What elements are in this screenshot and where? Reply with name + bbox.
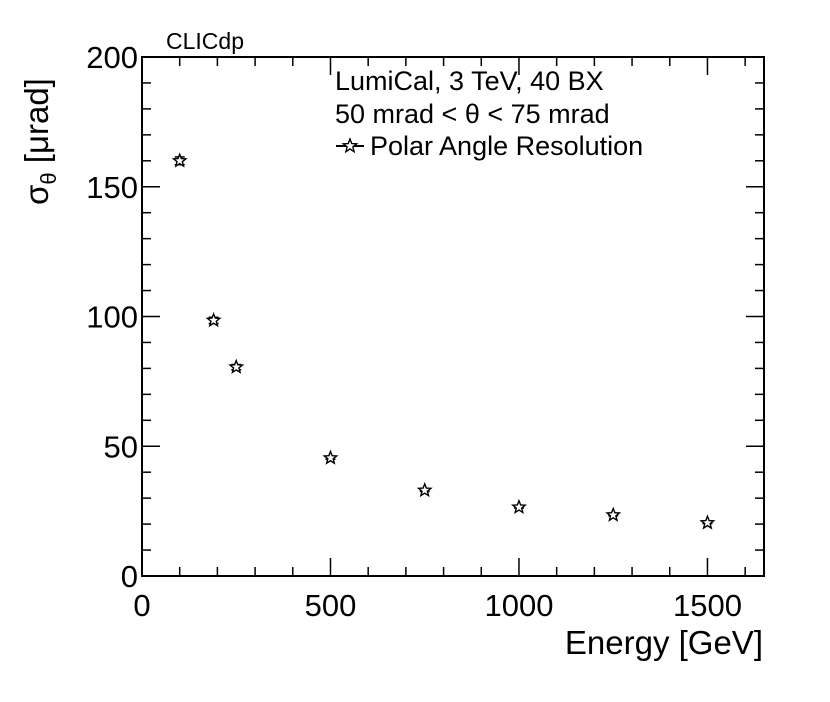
tick-labels: 0 500 1000 1500 0 50 100 150 200 [86, 40, 742, 623]
legend-star [341, 137, 359, 154]
star-marker [605, 506, 622, 522]
data-point [605, 506, 622, 522]
y-axis-symbol: σ [18, 185, 55, 205]
data-point [322, 449, 339, 465]
tick-marks [141, 56, 764, 577]
star-marker [416, 481, 433, 498]
y-axis-subscript: θ [36, 172, 61, 184]
star-marker [699, 514, 716, 530]
x-axis-title: Energy [GeV] [565, 624, 763, 661]
star-marker [205, 311, 222, 328]
data-point [416, 481, 433, 498]
y-tick-label: 50 [104, 429, 138, 464]
x-tick-label: 0 [133, 588, 150, 623]
star-marker [322, 449, 339, 465]
star-marker [510, 498, 527, 515]
legend-entry-label: Polar Angle Resolution [370, 131, 643, 161]
data-point [171, 152, 188, 168]
legend-line-1: LumiCal, 3 TeV, 40 BX [335, 66, 604, 96]
x-tick-label: 1500 [673, 588, 742, 623]
data-point [228, 358, 245, 374]
x-tick-label: 1000 [484, 588, 553, 623]
data-point [699, 514, 716, 530]
y-tick-label: 0 [121, 559, 138, 594]
svg-text:σθ [μrad]: σθ [μrad] [18, 78, 61, 205]
y-axis-unit: [μrad] [18, 78, 55, 163]
star-marker [228, 358, 245, 374]
data-point [510, 498, 527, 515]
y-tick-label: 150 [86, 170, 138, 205]
clicdp-tag: CLICdp [166, 28, 244, 54]
y-tick-label: 200 [86, 40, 138, 75]
data-points [171, 152, 716, 530]
y-axis-title: σθ [μrad] [18, 78, 61, 205]
star-marker [171, 152, 188, 168]
x-tick-label: 500 [305, 588, 357, 623]
y-tick-label: 100 [86, 300, 138, 335]
legend-marker-star [336, 137, 364, 154]
data-point [205, 311, 222, 328]
legend-line-2: 50 mrad < θ < 75 mrad [335, 99, 610, 129]
